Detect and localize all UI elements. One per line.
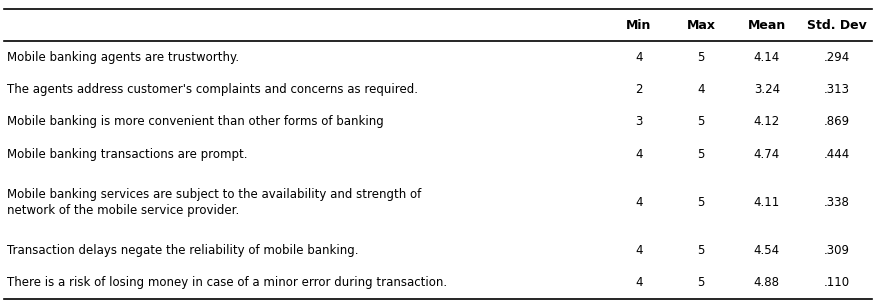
Text: 4: 4 <box>635 51 642 64</box>
Text: 4: 4 <box>635 244 642 257</box>
Text: Transaction delays negate the reliability of mobile banking.: Transaction delays negate the reliabilit… <box>7 244 358 257</box>
Text: 4.14: 4.14 <box>753 51 780 64</box>
Text: Std. Dev: Std. Dev <box>807 19 866 32</box>
Text: .869: .869 <box>823 115 850 128</box>
Text: 4: 4 <box>697 83 705 96</box>
Text: .294: .294 <box>823 51 850 64</box>
Text: 4: 4 <box>635 196 642 209</box>
Text: .444: .444 <box>823 147 850 161</box>
Text: Min: Min <box>626 19 651 32</box>
Text: There is a risk of losing money in case of a minor error during transaction.: There is a risk of losing money in case … <box>7 276 447 289</box>
Text: 2: 2 <box>635 83 642 96</box>
Text: 5: 5 <box>697 115 705 128</box>
Text: 4: 4 <box>635 147 642 161</box>
Text: Mobile banking services are subject to the availability and strength of
network : Mobile banking services are subject to t… <box>7 188 421 217</box>
Text: 4: 4 <box>635 276 642 289</box>
Text: 4.54: 4.54 <box>753 244 780 257</box>
Text: 5: 5 <box>697 147 705 161</box>
Text: .338: .338 <box>823 196 850 209</box>
Text: 4.11: 4.11 <box>753 196 780 209</box>
Text: 3: 3 <box>635 115 642 128</box>
Text: .309: .309 <box>823 244 850 257</box>
Text: 5: 5 <box>697 276 705 289</box>
Text: 5: 5 <box>697 244 705 257</box>
Text: 5: 5 <box>697 51 705 64</box>
Text: The agents address customer's complaints and concerns as required.: The agents address customer's complaints… <box>7 83 418 96</box>
Text: 4.88: 4.88 <box>753 276 780 289</box>
Text: 5: 5 <box>697 196 705 209</box>
Text: Mobile banking agents are trustworthy.: Mobile banking agents are trustworthy. <box>7 51 239 64</box>
Text: 4.74: 4.74 <box>753 147 780 161</box>
Text: .110: .110 <box>823 276 850 289</box>
Text: Mobile banking is more convenient than other forms of banking: Mobile banking is more convenient than o… <box>7 115 384 128</box>
Text: Max: Max <box>687 19 716 32</box>
Text: Mean: Mean <box>747 19 786 32</box>
Text: 3.24: 3.24 <box>753 83 780 96</box>
Text: .313: .313 <box>823 83 850 96</box>
Text: Mobile banking transactions are prompt.: Mobile banking transactions are prompt. <box>7 147 247 161</box>
Text: 4.12: 4.12 <box>753 115 780 128</box>
